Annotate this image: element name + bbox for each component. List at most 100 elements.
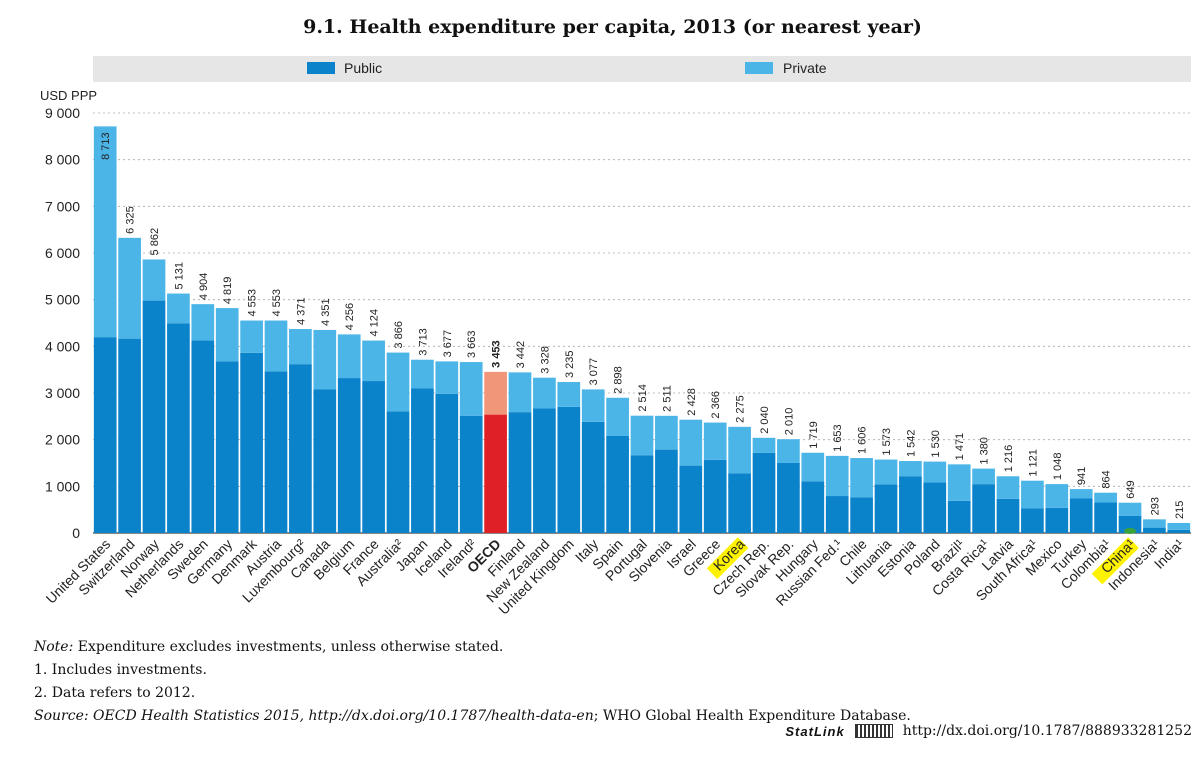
bar-public bbox=[118, 338, 141, 533]
bar-value-label: 1 216 bbox=[1003, 445, 1015, 473]
bar-private bbox=[362, 340, 385, 382]
legend-swatch-private bbox=[745, 62, 773, 74]
y-tick-label: 8 000 bbox=[45, 152, 80, 168]
bar-public bbox=[703, 459, 727, 533]
bar-public bbox=[996, 498, 1020, 533]
bar-chart: Public Private USD PPP 0 1 000 2 000 3 000 4… bbox=[40, 56, 1191, 618]
chart-title: 9.1. Health expenditure per capita, 2013… bbox=[303, 16, 922, 38]
bar-public bbox=[972, 484, 995, 533]
notes-block: Note: Expenditure excludes investments, … bbox=[34, 636, 911, 728]
note-line: Note: Expenditure excludes investments, … bbox=[34, 639, 504, 655]
bar-value-label: 1 573 bbox=[881, 428, 893, 456]
bar-public bbox=[801, 481, 825, 533]
bar-public bbox=[313, 389, 337, 533]
bar-private bbox=[240, 320, 263, 353]
bar-public bbox=[899, 476, 922, 533]
bar-value-label: 1 530 bbox=[930, 430, 942, 458]
highlight-marker bbox=[1091, 537, 1139, 585]
bar-value-label: 2 040 bbox=[759, 406, 771, 434]
bar-value-label: 3 442 bbox=[515, 341, 527, 369]
statlink-url[interactable]: http://dx.doi.org/10.1787/888933281252 bbox=[902, 723, 1192, 739]
bar-value-label: 3 677 bbox=[442, 330, 454, 358]
statlink-barcode-icon bbox=[854, 724, 893, 738]
bar-public bbox=[581, 421, 605, 533]
bar-private bbox=[947, 464, 971, 501]
bar-value-label: 941 bbox=[1076, 467, 1088, 485]
bar-public bbox=[386, 411, 410, 533]
y-axis-ticks: 0 1 000 2 000 3 000 4 000 5 000 6 000 7 000 8 00… bbox=[45, 105, 80, 541]
bar-private bbox=[1021, 480, 1044, 509]
bar-private bbox=[93, 126, 117, 338]
bar-value-label: 3 713 bbox=[417, 328, 429, 356]
bar-public bbox=[1094, 502, 1117, 533]
bar-public bbox=[825, 496, 849, 533]
bar-private bbox=[1167, 522, 1191, 530]
bar-value-label: 5 131 bbox=[173, 262, 185, 290]
bar-public bbox=[777, 462, 800, 533]
bar-value-label: 4 371 bbox=[295, 297, 307, 325]
bar-private bbox=[264, 320, 288, 372]
bar-private bbox=[508, 372, 532, 413]
bar-public bbox=[289, 364, 312, 533]
bar-value-label: 1 121 bbox=[1027, 449, 1039, 477]
bar-public bbox=[630, 455, 654, 533]
bar-public bbox=[1045, 507, 1069, 533]
bar-value-label: 4 256 bbox=[344, 303, 356, 331]
bar-private bbox=[996, 476, 1020, 499]
bar-private bbox=[191, 304, 215, 341]
bar-private bbox=[777, 439, 800, 463]
bar-public bbox=[240, 352, 263, 533]
bar-value-label: 1 606 bbox=[857, 427, 869, 455]
bar-public bbox=[264, 371, 288, 533]
bar-public bbox=[679, 465, 703, 533]
bar-private bbox=[1094, 492, 1117, 503]
bar-public bbox=[1118, 515, 1142, 533]
bar-value-label: 6 325 bbox=[125, 206, 137, 234]
bars bbox=[93, 126, 1191, 534]
bar-public bbox=[1167, 529, 1191, 533]
bar-private bbox=[630, 415, 654, 456]
bar-private bbox=[1118, 502, 1142, 516]
bar-public bbox=[142, 300, 166, 533]
legend-swatch-public bbox=[307, 62, 335, 74]
bar-public bbox=[655, 449, 678, 533]
bar-value-label: 4 351 bbox=[320, 298, 332, 326]
bar-private bbox=[728, 426, 751, 474]
bar-value-label: 1 048 bbox=[1052, 453, 1064, 481]
bar-value-label: 3 663 bbox=[466, 331, 478, 359]
bar-private bbox=[1143, 519, 1166, 528]
bar-value-label: 2 010 bbox=[783, 408, 795, 436]
bar-private bbox=[118, 237, 141, 339]
bar-value-label: 2 898 bbox=[613, 366, 625, 394]
bar-private bbox=[899, 461, 922, 477]
bar-value-label: 4 124 bbox=[369, 309, 381, 337]
bar-value-label: 1 380 bbox=[979, 437, 991, 465]
bar-value-label: 2 514 bbox=[637, 384, 649, 412]
bar-private bbox=[411, 359, 434, 389]
source-line: Source: OECD Health Statistics 2015, htt… bbox=[34, 708, 911, 724]
bar-value-label: 3 077 bbox=[588, 358, 600, 386]
bar-private bbox=[1069, 489, 1093, 499]
footnote-2: 2. Data refers to 2012. bbox=[34, 685, 196, 701]
bar-private bbox=[337, 334, 361, 379]
y-tick-label: 5 000 bbox=[45, 292, 80, 308]
bar-private bbox=[167, 293, 190, 324]
bar-private bbox=[533, 377, 556, 409]
bar-public bbox=[923, 482, 947, 533]
bar-private bbox=[289, 329, 312, 365]
bar-private bbox=[581, 389, 605, 422]
bar-public bbox=[606, 435, 629, 533]
bar-private bbox=[850, 458, 873, 498]
bar-private bbox=[825, 455, 849, 497]
bar-private bbox=[972, 468, 995, 485]
china-marker-dot bbox=[1124, 528, 1136, 534]
legend-label-public: Public bbox=[344, 60, 382, 76]
legend-band bbox=[93, 56, 1191, 82]
y-tick-label: 4 000 bbox=[45, 338, 80, 354]
bar-value-label: 4 553 bbox=[271, 289, 283, 317]
bar-value-label: 1 542 bbox=[905, 430, 917, 458]
y-tick-label: 7 000 bbox=[45, 198, 80, 214]
statlink[interactable]: StatLink http://dx.doi.org/10.1787/88893… bbox=[785, 723, 1192, 739]
bar-public bbox=[93, 337, 117, 533]
bar-value-label: 8 713 bbox=[100, 132, 112, 160]
